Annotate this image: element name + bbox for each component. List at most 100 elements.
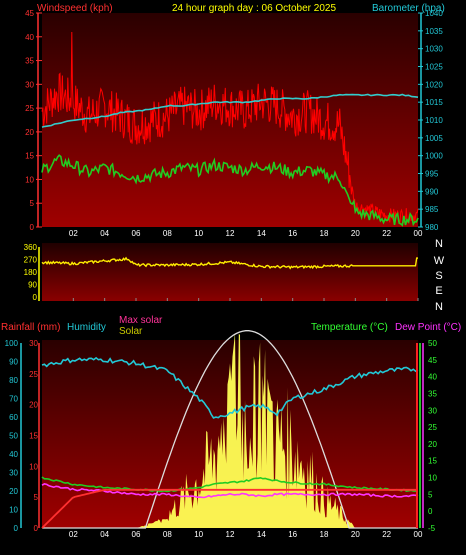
direction-tick-270: 270 (24, 256, 38, 265)
humidity-tick-70: 70 (9, 395, 18, 404)
direction-tick-180: 180 (24, 268, 38, 277)
temp-tick-15: 15 (428, 457, 437, 466)
barometer-tick-995: 995 (425, 170, 439, 179)
wind-direction-line (41, 256, 418, 270)
rain-tick-20: 20 (29, 401, 38, 410)
wind-average-line (41, 154, 419, 227)
graph-title: 24 hour graph day : 06 October 2025 (172, 3, 336, 14)
humidity-tick-100: 100 (5, 339, 19, 348)
direction-panel (42, 243, 418, 301)
rainfall-axis-title: Rainfall (mm) (1, 322, 60, 333)
wind-time-tick-18: 18 (320, 229, 329, 238)
compass-label-n-0: N (435, 238, 443, 250)
climate-time-tick-12: 12 (226, 530, 235, 539)
temperature-axis-title: Temperature (°C) (311, 322, 388, 333)
barometer-tick-1035: 1035 (425, 27, 443, 36)
wind-time-tick-14: 14 (257, 229, 266, 238)
temp-tick-30: 30 (428, 406, 437, 415)
climate-time-tick-10: 10 (194, 530, 203, 539)
compass-label-w-1: W (434, 255, 445, 267)
temp-tick-40: 40 (428, 373, 437, 382)
windspeed-axis-title: Windspeed (kph) (37, 3, 113, 14)
climate-time-tick-16: 16 (288, 530, 297, 539)
temp-tick-0: 0 (428, 507, 433, 516)
windspeed-tick-25: 25 (25, 104, 34, 113)
rain-tick-25: 25 (29, 370, 38, 379)
temp-tick-45: 45 (428, 356, 437, 365)
humidity-tick-90: 90 (9, 358, 18, 367)
windspeed-tick-30: 30 (25, 80, 34, 89)
climate-time-tick-08: 08 (163, 530, 172, 539)
barometer-tick-1040: 1040 (425, 9, 443, 18)
climate-time-tick-14: 14 (257, 530, 266, 539)
windspeed-tick-0: 0 (30, 223, 35, 232)
windspeed-tick-20: 20 (25, 128, 34, 137)
wind-time-tick-06: 06 (132, 229, 141, 238)
solar-label: Solar (119, 326, 143, 337)
wind-time-tick-08: 08 (163, 229, 172, 238)
temperature-line (41, 476, 419, 493)
barometer-tick-990: 990 (425, 187, 439, 196)
humidity-tick-0: 0 (14, 524, 19, 533)
rain-tick-30: 30 (29, 339, 38, 348)
barometer-tick-1000: 1000 (425, 152, 443, 161)
compass-label-n-4: N (435, 301, 443, 313)
temp-tick-5: 5 (428, 490, 433, 499)
wind-time-tick-20: 20 (351, 229, 360, 238)
windspeed-tick-45: 45 (25, 9, 34, 18)
wind-time-tick-10: 10 (194, 229, 203, 238)
humidity-tick-10: 10 (9, 506, 18, 515)
humidity-tick-20: 20 (9, 487, 18, 496)
temp-tick-10: 10 (428, 474, 437, 483)
windspeed-tick-35: 35 (25, 57, 34, 66)
windspeed-tick-5: 5 (30, 199, 35, 208)
barometer-tick-1025: 1025 (425, 63, 443, 72)
wind-time-tick-04: 04 (100, 229, 109, 238)
barometer-tick-1020: 1020 (425, 80, 443, 89)
climate-time-tick-20: 20 (351, 530, 360, 539)
humidity-tick-40: 40 (9, 450, 18, 459)
wind-time-tick-00: 00 (414, 229, 423, 238)
wind-time-tick-02: 02 (69, 229, 78, 238)
climate-time-tick-00: 00 (414, 530, 423, 539)
direction-tick-360: 360 (24, 243, 38, 252)
barometer-line (41, 93, 419, 128)
climate-time-tick-02: 02 (69, 530, 78, 539)
humidity-tick-60: 60 (9, 413, 18, 422)
solar-area (42, 333, 418, 528)
max-solar-line (42, 330, 418, 529)
humidity-tick-50: 50 (9, 432, 18, 441)
windspeed-tick-10: 10 (25, 175, 34, 184)
wind-time-tick-12: 12 (226, 229, 235, 238)
rainfall-line (41, 488, 418, 529)
wind-time-tick-22: 22 (382, 229, 391, 238)
direction-tick-90: 90 (28, 281, 37, 290)
barometer-tick-985: 985 (425, 205, 439, 214)
direction-tick-0: 0 (33, 293, 38, 302)
maxsolar-label: Max solar (119, 315, 163, 326)
compass-label-s-2: S (435, 270, 442, 282)
humidity-line (41, 356, 419, 419)
climate-time-tick-22: 22 (382, 530, 391, 539)
rain-tick-0: 0 (34, 524, 39, 533)
temp-tick--5: -5 (428, 524, 436, 533)
barometer-tick-1010: 1010 (425, 116, 443, 125)
temp-tick-50: 50 (428, 339, 437, 348)
temp-tick-35: 35 (428, 389, 437, 398)
temp-tick-20: 20 (428, 440, 437, 449)
barometer-tick-1005: 1005 (425, 134, 443, 143)
climate-time-tick-04: 04 (100, 530, 109, 539)
dewpoint-axis-title: Dew Point (°C) (395, 322, 461, 333)
humidity-tick-30: 30 (9, 469, 18, 478)
dewpoint-line (41, 483, 419, 499)
barometer-tick-1015: 1015 (425, 98, 443, 107)
rain-tick-5: 5 (34, 493, 39, 502)
humidity-tick-80: 80 (9, 376, 18, 385)
rain-tick-10: 10 (29, 462, 38, 471)
barometer-tick-1030: 1030 (425, 45, 443, 54)
barometer-tick-980: 980 (425, 223, 439, 232)
climate-time-tick-18: 18 (320, 530, 329, 539)
wind-time-tick-16: 16 (288, 229, 297, 238)
humidity-axis-title: Humidity (67, 322, 106, 333)
